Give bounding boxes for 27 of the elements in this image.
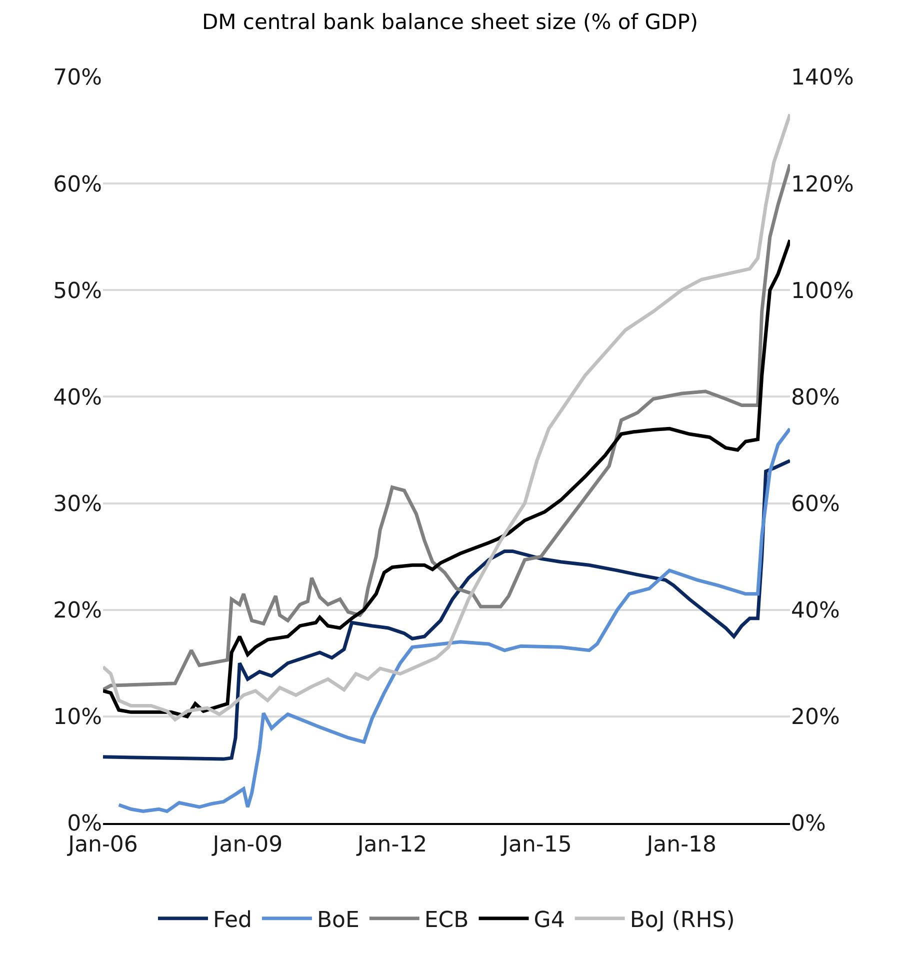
x-tick-label: Jan-09 [210,832,283,858]
y-tick-label: 50% [53,278,102,304]
legend-label: BoJ (RHS) [630,908,735,933]
y-tick-label: 10% [53,705,102,730]
legend-label: G4 [534,908,565,933]
y-tick-label: 40% [53,385,102,410]
x-tick-label: Jan-12 [355,832,428,858]
y2-tick-label: 60% [791,492,840,517]
y-tick-label: 60% [53,172,102,198]
y-tick-label: 70% [53,66,102,91]
line-series [103,238,790,718]
y2-tick-label: 20% [791,705,840,730]
y2-tick-label: 40% [791,598,840,624]
y2-tick-label: 120% [791,172,854,198]
chart-title: DM central bank balance sheet size (% of GDP) [202,10,698,34]
y2-tick-label: 0% [791,812,826,837]
line-series [117,426,790,814]
y2-tick-label: 100% [791,278,854,304]
y2-tick-label: 140% [791,66,854,91]
x-tick-label: Jan-15 [500,832,572,858]
legend-label: Fed [213,908,252,933]
y-tick-label: 20% [53,598,102,624]
legend-label: BoE [316,908,360,933]
y-tick-label: 30% [53,492,102,517]
y2-tick-label: 80% [791,385,840,410]
x-tick-label: Jan-18 [644,832,717,858]
legend-label: ECB [424,908,469,933]
